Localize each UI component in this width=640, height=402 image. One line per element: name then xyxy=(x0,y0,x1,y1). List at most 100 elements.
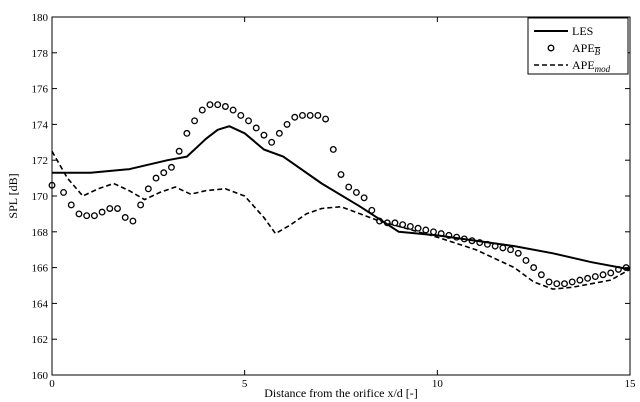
data-point-ape-b xyxy=(90,212,98,220)
data-point-ape-b xyxy=(391,219,399,227)
data-point-ape-b xyxy=(460,235,468,243)
x-tick-label: 5 xyxy=(242,378,248,390)
data-point-ape-b xyxy=(275,129,283,137)
data-point-ape-b xyxy=(67,201,75,209)
data-point-ape-b xyxy=(422,226,430,234)
data-point-ape-b xyxy=(175,147,183,155)
data-point-ape-b xyxy=(522,256,530,264)
y-tick-label: 164 xyxy=(32,298,49,310)
data-point-ape-b xyxy=(322,115,330,123)
data-point-ape-b xyxy=(160,169,168,177)
data-point-ape-b xyxy=(399,221,407,229)
data-point-ape-b xyxy=(137,201,145,209)
y-tick-label: 170 xyxy=(32,191,49,203)
legend-ape-mod-subscript: mod xyxy=(595,64,611,74)
data-point-ape-b xyxy=(152,174,160,182)
data-point-ape-b xyxy=(260,131,268,139)
data-point-ape-b xyxy=(144,185,152,193)
y-tick-label: 162 xyxy=(32,334,49,346)
y-tick-label: 172 xyxy=(32,155,49,167)
x-tick-label: 0 xyxy=(49,378,55,390)
legend-label-ape-mod: APEmod xyxy=(572,58,611,74)
legend-marker-ape-b xyxy=(547,44,555,52)
data-point-ape-b xyxy=(499,244,507,252)
data-point-ape-b xyxy=(268,138,276,146)
x-axis-title: Distance from the orifice x/d [-] xyxy=(264,386,418,400)
data-point-ape-b xyxy=(245,117,252,125)
legend-ape-b-name: APE xyxy=(572,41,595,55)
data-point-ape-b xyxy=(561,280,568,288)
data-point-ape-b xyxy=(468,237,476,245)
data-point-ape-b xyxy=(306,111,314,119)
y-tick-label: 174 xyxy=(32,119,49,131)
data-point-ape-b xyxy=(299,111,306,119)
data-point-ape-b xyxy=(206,101,214,109)
y-axis-title: SPL [dB] xyxy=(6,173,20,218)
data-point-ape-b xyxy=(453,233,461,241)
data-point-ape-b xyxy=(121,214,129,221)
data-point-ape-b xyxy=(329,146,337,153)
data-point-ape-b xyxy=(106,205,114,212)
legend: LES APEB APEmod xyxy=(527,17,629,75)
data-point-ape-b xyxy=(75,210,83,218)
data-point-ape-b xyxy=(507,246,514,254)
series-layer xyxy=(48,101,631,290)
data-point-ape-b xyxy=(237,111,245,119)
data-point-ape-b xyxy=(83,212,91,220)
y-tick-label: 178 xyxy=(32,48,49,60)
data-point-ape-b xyxy=(537,271,545,279)
data-point-ape-b xyxy=(214,101,222,109)
legend-ape-b-subscript: B xyxy=(595,47,601,57)
data-point-ape-b xyxy=(591,273,599,280)
data-point-ape-b xyxy=(576,276,584,284)
data-point-ape-b xyxy=(430,228,437,236)
series-line-ape-mod xyxy=(51,150,631,290)
data-point-ape-b xyxy=(368,206,376,214)
data-point-ape-b xyxy=(129,217,137,225)
data-point-ape-b xyxy=(607,269,615,277)
data-point-ape-b xyxy=(514,249,522,257)
data-point-ape-b xyxy=(491,242,499,250)
data-point-ape-b xyxy=(221,103,229,110)
data-point-ape-b xyxy=(60,188,68,196)
x-tick-label: 15 xyxy=(625,378,637,390)
data-point-ape-b xyxy=(553,280,561,288)
data-point-ape-b xyxy=(291,113,299,121)
data-point-ape-b xyxy=(483,240,491,248)
data-point-ape-b xyxy=(229,106,237,114)
data-point-ape-b xyxy=(345,183,353,191)
data-point-ape-b xyxy=(584,274,592,282)
data-point-ape-b xyxy=(183,129,191,137)
data-point-ape-b xyxy=(437,230,445,238)
y-tick-label: 176 xyxy=(32,84,49,96)
data-point-ape-b xyxy=(191,117,199,125)
y-tick-label: 168 xyxy=(32,227,49,239)
data-point-ape-b xyxy=(352,188,360,196)
data-point-ape-b xyxy=(406,222,414,230)
data-point-ape-b xyxy=(337,171,345,178)
data-point-ape-b xyxy=(198,106,206,114)
data-point-ape-b xyxy=(568,278,576,286)
data-point-ape-b xyxy=(114,205,121,212)
data-point-ape-b xyxy=(252,124,260,132)
data-point-ape-b xyxy=(545,278,553,286)
y-tick-label: 180 xyxy=(32,12,49,24)
data-point-ape-b xyxy=(530,264,538,272)
data-point-ape-b xyxy=(622,264,630,272)
legend-label-les: LES xyxy=(572,24,593,38)
data-point-ape-b xyxy=(314,111,322,119)
data-point-ape-b xyxy=(48,181,56,189)
y-tick-label: 160 xyxy=(32,370,49,382)
series-ape-b xyxy=(48,101,630,288)
legend-ape-mod-name: APE xyxy=(572,58,595,72)
y-tick-label: 166 xyxy=(32,263,49,275)
data-point-ape-b xyxy=(360,194,368,202)
data-point-ape-b xyxy=(414,224,422,232)
data-point-ape-b xyxy=(98,208,106,216)
data-point-ape-b xyxy=(168,163,175,171)
legend-label-ape-b: APEB xyxy=(572,41,601,57)
data-point-ape-b xyxy=(614,265,622,273)
data-point-ape-b xyxy=(445,231,453,239)
series-line-les xyxy=(52,125,631,271)
